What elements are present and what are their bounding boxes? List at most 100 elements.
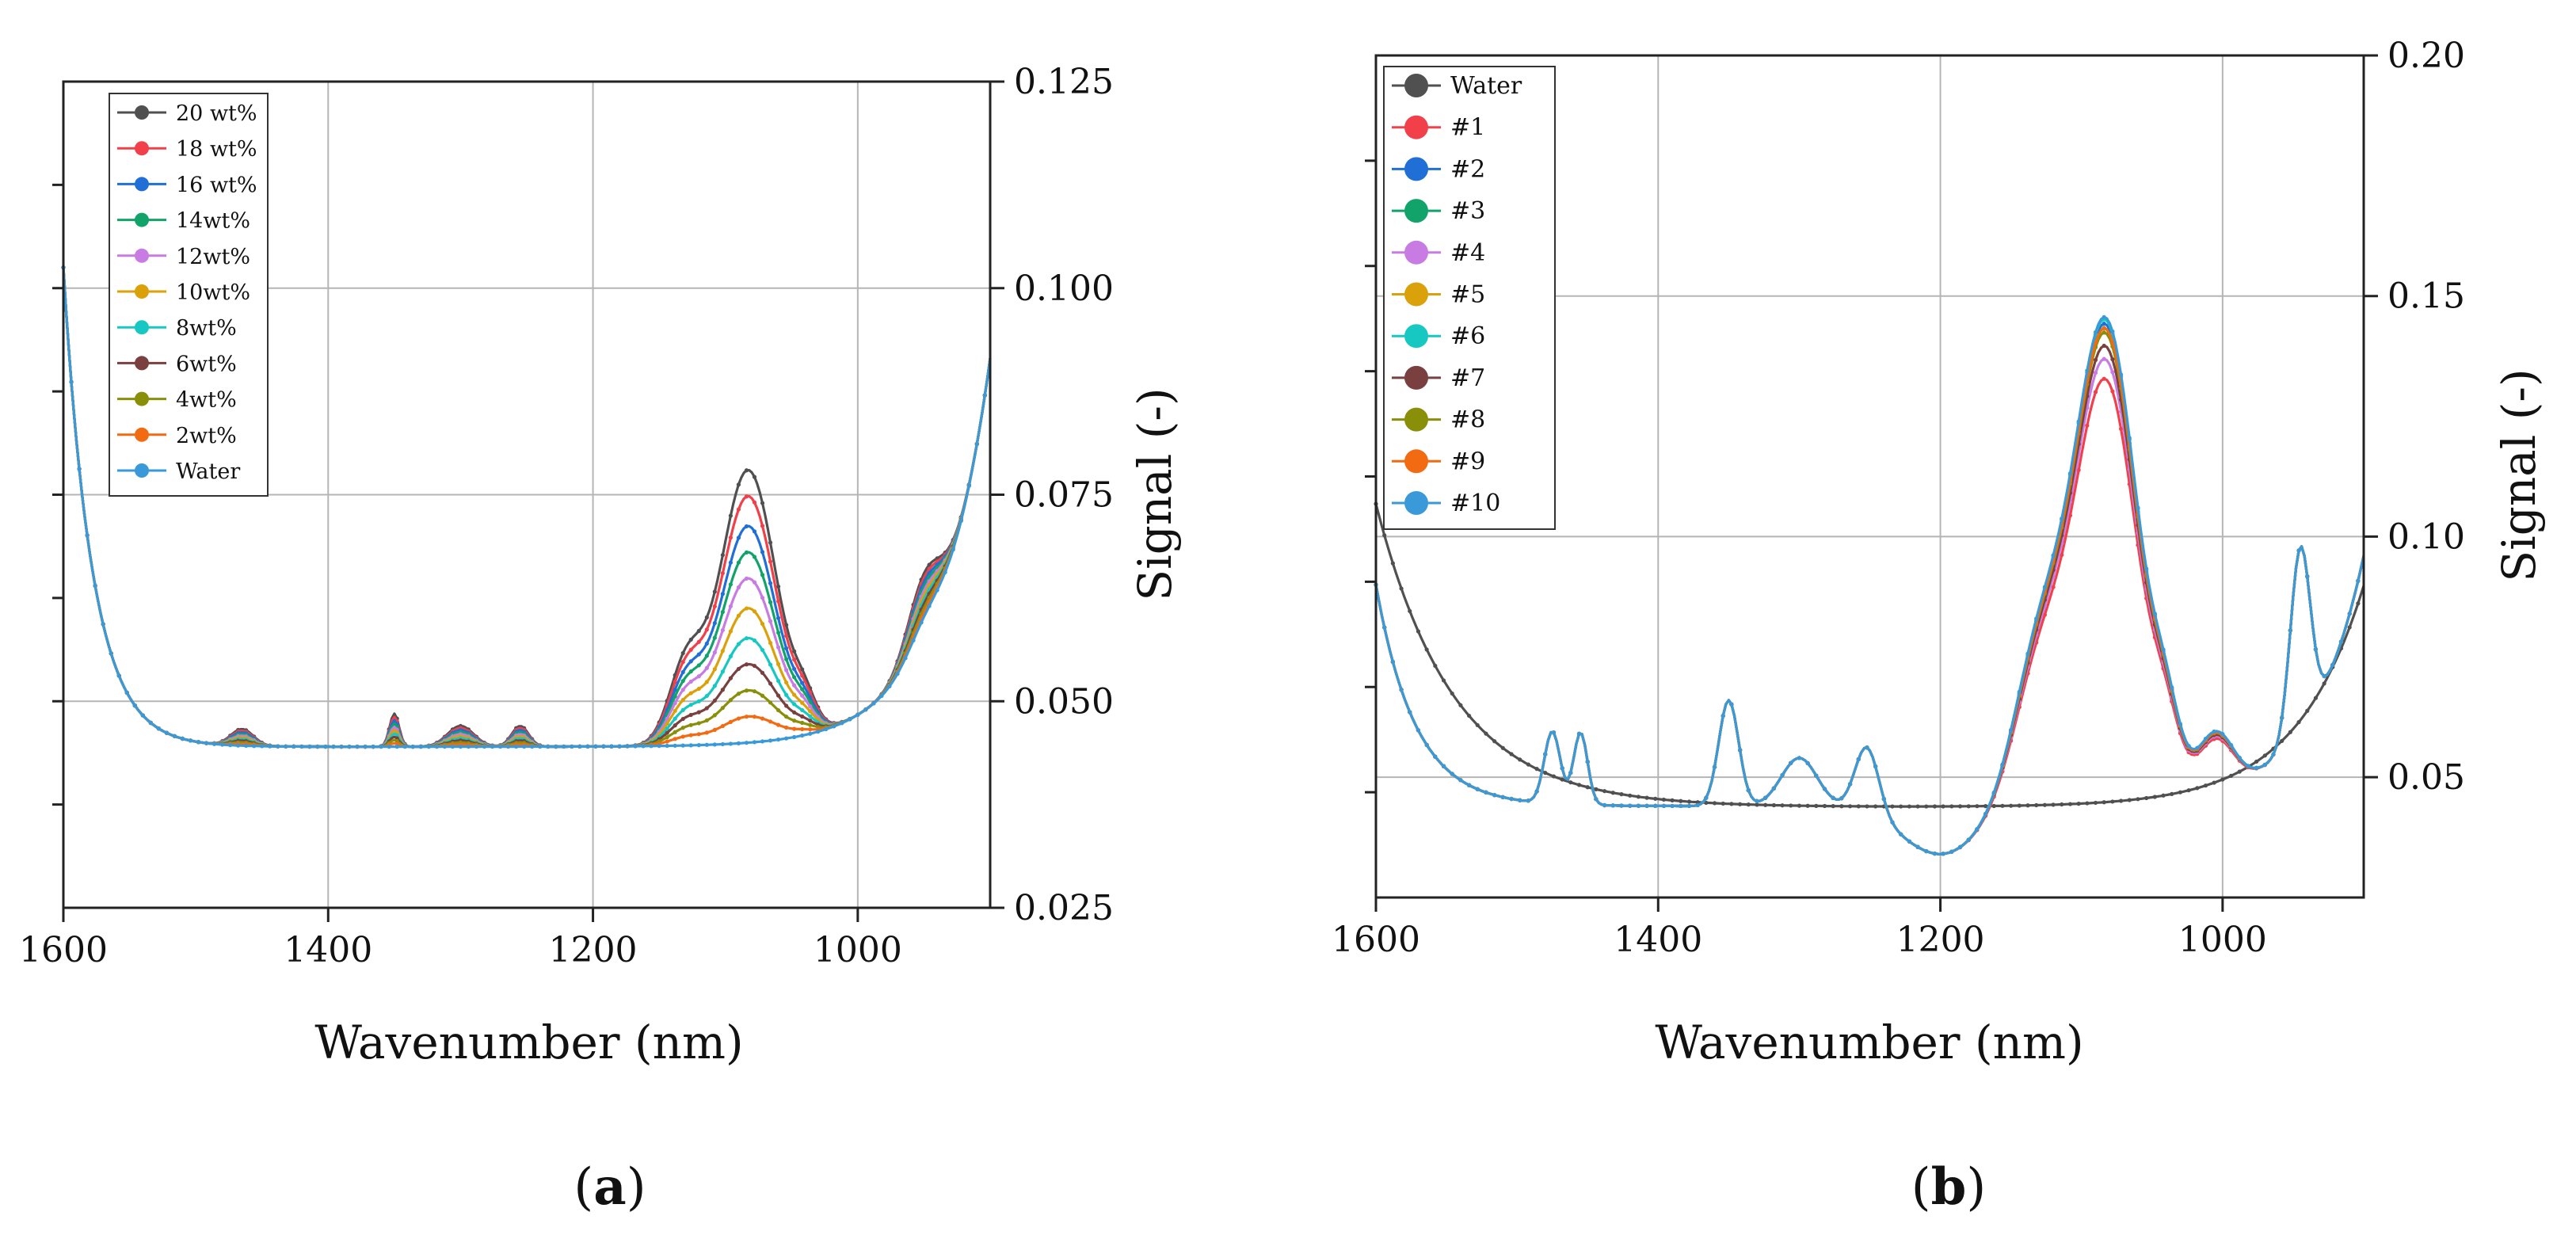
series-point xyxy=(1975,826,1980,832)
series-point xyxy=(800,693,805,698)
series-point xyxy=(2144,795,2149,801)
series-point xyxy=(1636,795,1640,799)
legend-label: 18 wt% xyxy=(176,137,257,162)
series-point xyxy=(665,743,669,749)
legend-marker xyxy=(135,105,149,120)
legend-label: 4wt% xyxy=(176,388,237,413)
series-point xyxy=(752,580,757,585)
y-tick-label: 0.125 xyxy=(1014,62,1114,102)
series-point xyxy=(85,533,90,538)
series-point xyxy=(680,734,685,739)
legend-label: #8 xyxy=(1450,406,1485,434)
series-point xyxy=(1382,625,1387,630)
series-point xyxy=(1399,688,1404,692)
series-point xyxy=(775,722,781,727)
series-point xyxy=(800,733,805,738)
series-point xyxy=(1509,796,1514,802)
series-point xyxy=(2322,681,2326,686)
series-point xyxy=(665,726,669,731)
series-point xyxy=(736,585,741,590)
series-point xyxy=(1966,837,1971,842)
series-point xyxy=(69,379,74,384)
legend-label: #2 xyxy=(1450,155,1485,183)
series-point xyxy=(1822,787,1827,791)
series-point xyxy=(696,699,701,703)
series-point xyxy=(2262,753,2267,758)
series-point xyxy=(2051,553,2056,558)
series-point xyxy=(497,744,503,749)
series-point xyxy=(736,560,741,565)
series-point xyxy=(673,716,677,721)
series-point xyxy=(2254,759,2259,764)
series-point xyxy=(514,744,519,749)
series-point xyxy=(1949,849,1954,854)
series-point xyxy=(728,719,734,724)
series-point xyxy=(339,744,344,749)
series-point xyxy=(1729,802,1734,806)
series-point xyxy=(116,673,121,678)
series-point xyxy=(911,638,916,642)
series-point xyxy=(903,656,908,661)
series-point xyxy=(2246,764,2250,768)
series-point xyxy=(1839,796,1844,801)
series-point xyxy=(1704,795,1709,800)
series-point xyxy=(696,628,701,634)
series-point xyxy=(800,667,805,672)
series-point xyxy=(2237,755,2242,760)
series-point xyxy=(1576,731,1582,736)
series-point xyxy=(2228,742,2234,748)
series-point xyxy=(307,744,312,749)
series-point xyxy=(1466,783,1472,787)
series-point xyxy=(1543,752,1548,756)
series-point xyxy=(2305,708,2310,713)
series-point xyxy=(2042,802,2047,807)
series-point xyxy=(1881,797,1886,802)
series-point xyxy=(2254,765,2259,770)
legend-marker xyxy=(1404,282,1428,307)
series-point xyxy=(768,662,773,667)
series-point xyxy=(2025,651,2030,656)
series-point xyxy=(784,623,789,627)
series-point xyxy=(474,744,479,749)
y-tick-label: 0.05 xyxy=(2387,757,2465,798)
series-point xyxy=(712,650,717,655)
series-point xyxy=(760,550,765,554)
series-point xyxy=(2034,802,2039,808)
series-point xyxy=(2186,788,2191,793)
series-point xyxy=(1856,756,1861,762)
series-point xyxy=(744,550,749,554)
series-point xyxy=(1653,796,1658,801)
series-point xyxy=(688,637,693,642)
series-point xyxy=(784,703,789,708)
series-point xyxy=(704,615,709,619)
series-point xyxy=(570,744,574,749)
x-tick-label: 1000 xyxy=(814,930,902,970)
series-point xyxy=(712,684,717,688)
series-point xyxy=(1831,795,1835,800)
series-point xyxy=(1602,789,1607,794)
series-point xyxy=(1568,770,1573,776)
series-point xyxy=(2356,578,2361,583)
legend-marker xyxy=(135,463,149,478)
series-point xyxy=(720,627,725,633)
series-point xyxy=(101,622,105,627)
series-point xyxy=(800,673,805,678)
series-point xyxy=(402,745,407,749)
series-point xyxy=(768,600,773,604)
series-point xyxy=(744,741,749,745)
series-point xyxy=(792,675,797,680)
series-point xyxy=(688,703,693,707)
series-point xyxy=(387,745,391,749)
series-point xyxy=(577,744,582,749)
series-point xyxy=(1576,783,1582,787)
series-point xyxy=(2203,736,2208,741)
legend-label: 12wt% xyxy=(176,245,250,269)
series-point xyxy=(1628,803,1633,808)
series-point xyxy=(2051,802,2056,807)
series-point xyxy=(292,744,296,749)
series-point xyxy=(1619,803,1624,808)
series-point xyxy=(792,657,797,662)
series-point xyxy=(752,740,757,745)
series-point xyxy=(1907,839,1911,844)
series-point xyxy=(744,688,749,693)
